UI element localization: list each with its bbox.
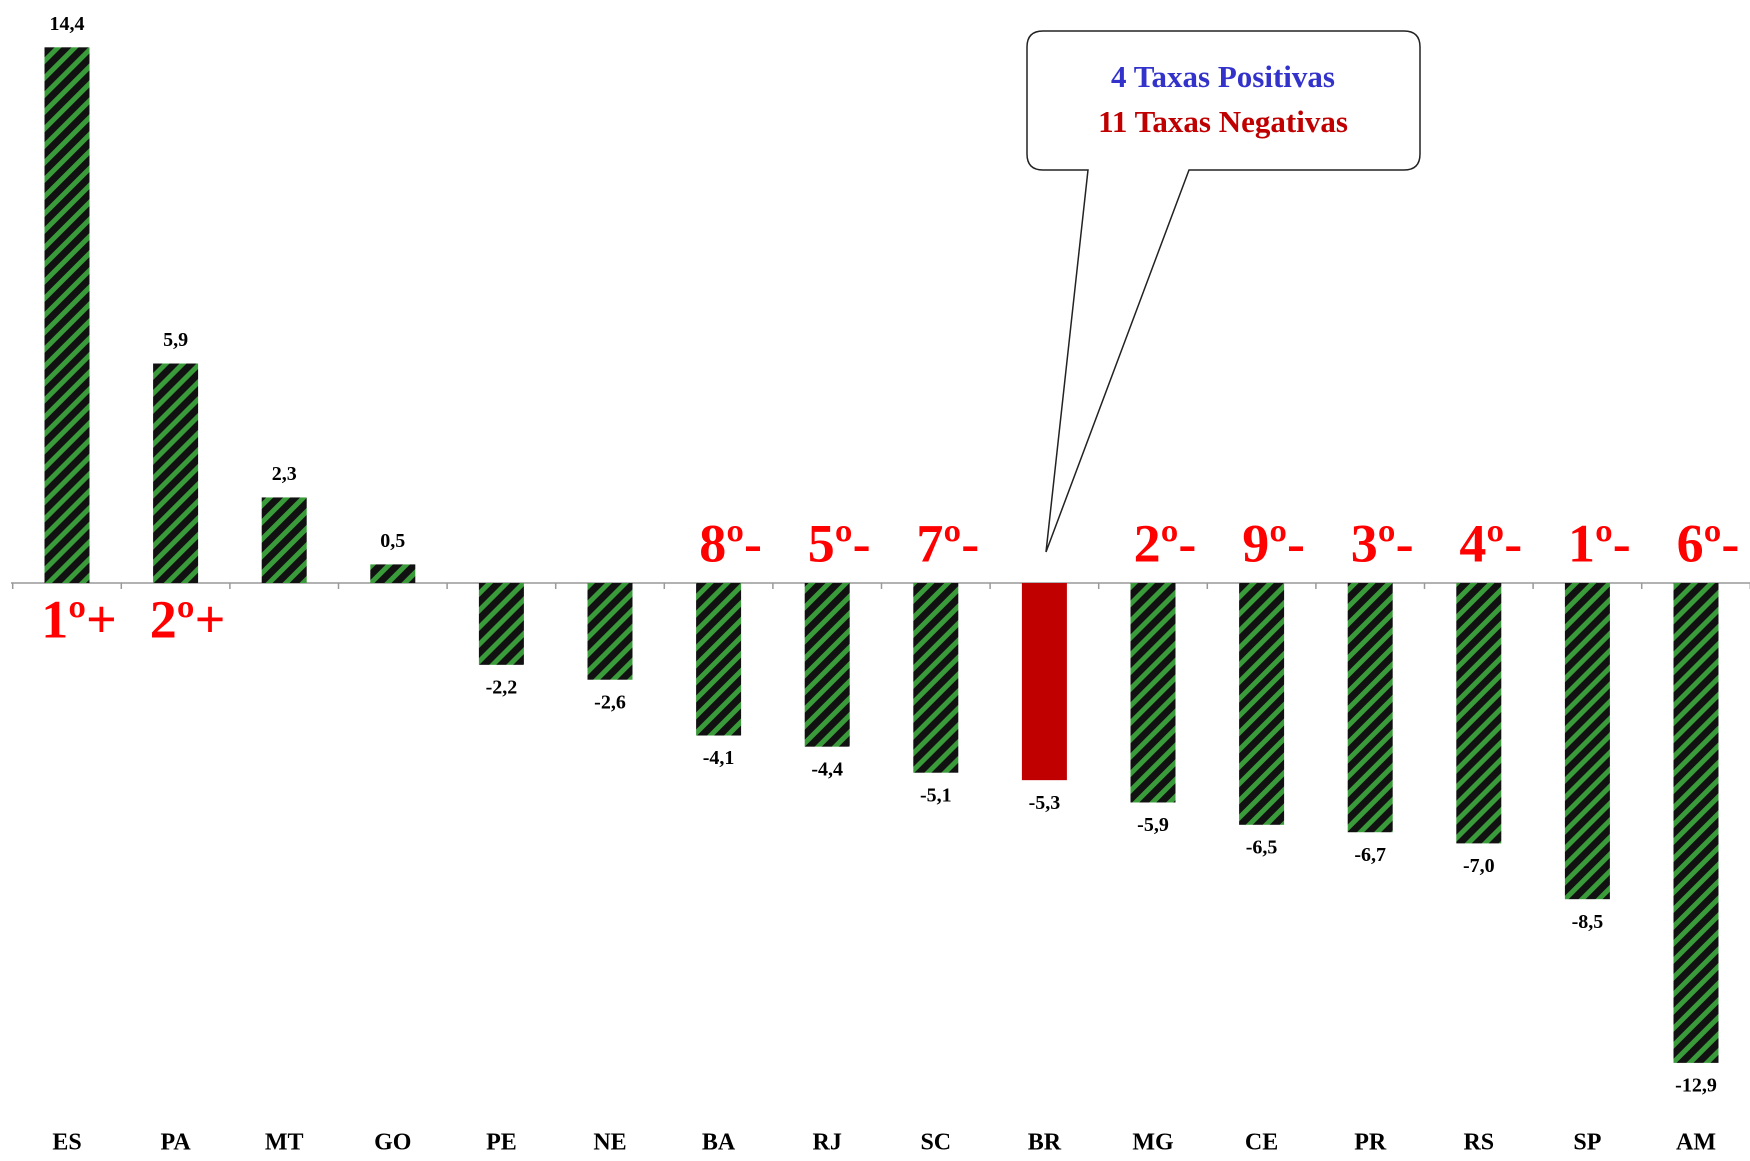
value-label: -2,6: [594, 691, 626, 713]
callout: [1026, 30, 1421, 553]
bar: [1130, 583, 1176, 803]
value-label: -4,1: [703, 747, 735, 769]
rank-label: 4º-: [1459, 513, 1522, 573]
x-tick-label: GO: [374, 1130, 411, 1156]
bar: [1347, 583, 1393, 833]
value-label: -5,3: [1029, 792, 1061, 814]
x-tick-label: SP: [1573, 1130, 1601, 1156]
x-tick-label: AM: [1676, 1130, 1716, 1156]
value-label: -8,5: [1572, 911, 1604, 933]
rank-label: 2º-: [1134, 513, 1197, 573]
bar: [587, 583, 633, 680]
rank-label: 2º+: [150, 589, 226, 649]
x-tick-label: PA: [160, 1130, 191, 1156]
value-label: 5,9: [163, 329, 188, 351]
bar: [1021, 583, 1067, 781]
rank-label: 6º-: [1677, 513, 1740, 573]
value-label: -6,7: [1354, 844, 1386, 866]
value-label: 0,5: [380, 530, 405, 552]
callout-box: [1026, 30, 1421, 553]
value-label: -5,9: [1137, 814, 1169, 836]
rank-label: 8º-: [699, 513, 762, 573]
bar: [1673, 583, 1719, 1063]
bar: [261, 497, 307, 583]
value-label: -7,0: [1463, 855, 1495, 877]
rank-label: 3º-: [1351, 513, 1414, 573]
bar: [478, 583, 524, 665]
value-label: -4,4: [811, 758, 843, 780]
callout-text: 11 Taxas Negativas: [1098, 104, 1348, 139]
x-tick-label: NE: [593, 1130, 626, 1156]
x-tick-label: RJ: [813, 1130, 842, 1156]
rank-label: 1º+: [41, 589, 117, 649]
bar: [44, 47, 90, 583]
value-label: -5,1: [920, 784, 952, 806]
rank-label: 7º-: [916, 513, 979, 573]
rank-label: 5º-: [808, 513, 871, 573]
rank-label: 1º-: [1568, 513, 1631, 573]
bar: [1564, 583, 1610, 900]
x-tick-label: BR: [1028, 1130, 1062, 1156]
value-label: 2,3: [272, 463, 297, 485]
rank-label: 9º-: [1242, 513, 1305, 573]
x-tick-label: ES: [52, 1130, 81, 1156]
x-tick-label: RS: [1463, 1130, 1494, 1156]
value-label: -6,5: [1246, 836, 1278, 858]
x-tick-label: MT: [265, 1130, 304, 1156]
x-tick-label: SC: [920, 1130, 951, 1156]
bar: [1456, 583, 1502, 844]
callout-text: 4 Taxas Positivas: [1111, 59, 1335, 94]
bar: [370, 564, 416, 583]
bar: [153, 363, 199, 583]
x-tick-label: PR: [1354, 1130, 1387, 1156]
value-label: -12,9: [1675, 1074, 1717, 1096]
bar: [913, 583, 959, 773]
x-tick-label: PE: [486, 1130, 517, 1156]
value-label: -2,2: [486, 676, 518, 698]
x-tick-label: BA: [702, 1130, 736, 1156]
bar: [1239, 583, 1285, 825]
x-tick-label: MG: [1132, 1130, 1174, 1156]
bar: [804, 583, 850, 747]
bar: [696, 583, 742, 736]
x-tick-label: CE: [1245, 1130, 1278, 1156]
value-label: 14,4: [50, 13, 85, 35]
